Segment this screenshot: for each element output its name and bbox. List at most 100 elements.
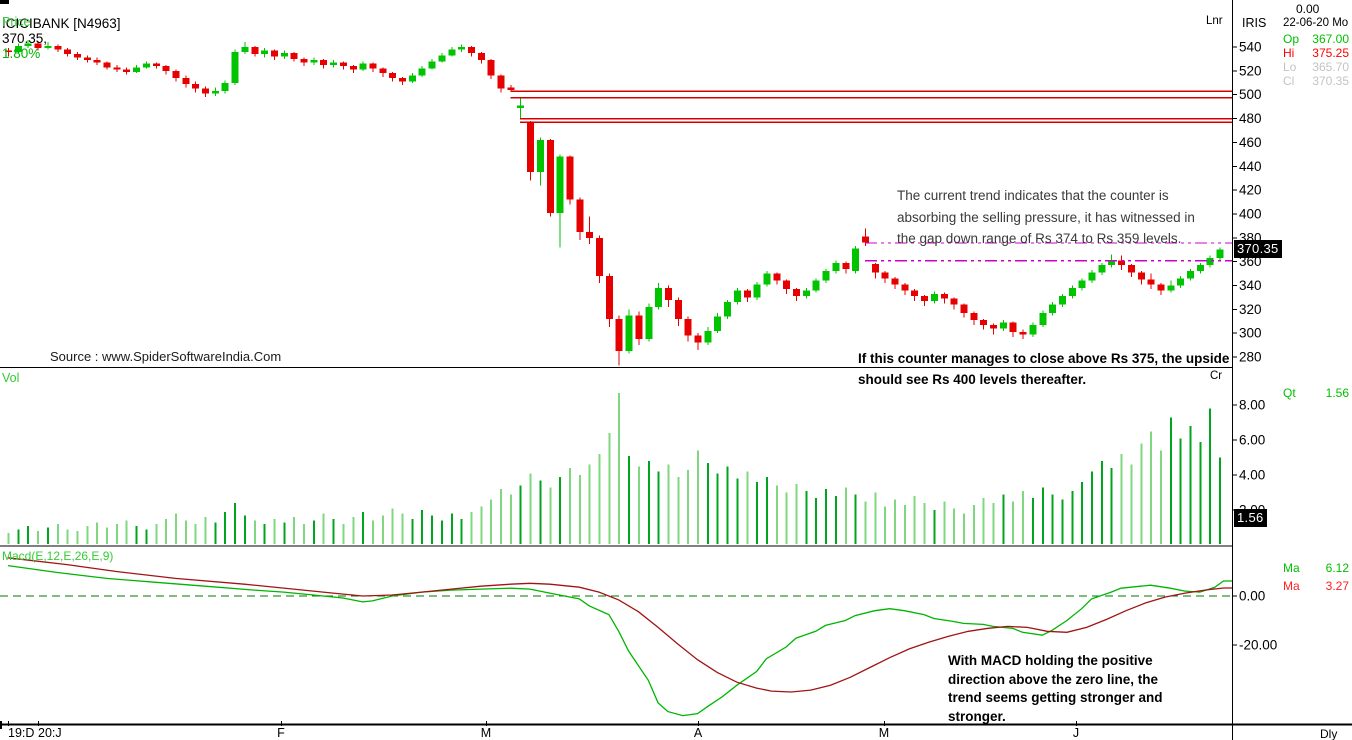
volume-bar: [500, 489, 502, 544]
candle-body: [261, 50, 269, 55]
price-axis-label: 500: [1239, 87, 1262, 102]
candle-body: [940, 293, 948, 299]
scale-type-label[interactable]: Lnr: [1206, 15, 1223, 27]
candle-body: [162, 66, 170, 71]
volume-bar: [115, 524, 118, 544]
candle-body: [1187, 271, 1194, 279]
macd-panel-label: Macd(E,12,E,26,E,9): [2, 549, 114, 563]
volume-bar: [194, 524, 197, 544]
volume-bar: [1199, 441, 1202, 544]
candle-body: [517, 105, 525, 108]
app-name-label: IRIS: [1242, 16, 1267, 30]
volume-bar: [46, 527, 49, 544]
candle-body: [635, 315, 643, 340]
candle-body: [1196, 265, 1204, 272]
candle-body: [310, 60, 318, 63]
price-axis-label: 460: [1239, 135, 1262, 150]
annotation-macd: With MACD holding the positive direction…: [948, 653, 1163, 724]
annotation-trend: The current trend indicates that the cou…: [897, 188, 1195, 246]
candle-body: [615, 318, 623, 352]
volume-bar: [480, 506, 483, 544]
volume-bar: [519, 485, 522, 544]
price-axis-label: 300: [1239, 326, 1262, 341]
volume-axis-label: 4.00: [1239, 468, 1265, 483]
periodicity-label[interactable]: Dly: [1320, 727, 1338, 740]
price-axis-label: 540: [1239, 40, 1262, 55]
high-label: Hi: [1283, 46, 1295, 60]
candle-body: [1009, 322, 1017, 333]
volume-bar: [1051, 494, 1054, 544]
volume-bar: [706, 462, 709, 544]
candle-body: [1108, 260, 1116, 266]
month-axis-label: M: [879, 726, 889, 740]
volume-bar: [1219, 457, 1222, 544]
volume-bar: [460, 518, 463, 544]
candle-body: [369, 63, 377, 69]
macd-ma-value: 6.12: [1325, 561, 1349, 575]
candle-body: [802, 290, 810, 297]
candle-body: [44, 45, 52, 49]
quote-row-open: Op 367.00: [1283, 32, 1349, 46]
candle-body: [1127, 265, 1135, 273]
volume-bar: [805, 490, 808, 544]
candle-body: [438, 55, 446, 62]
volume-bar: [283, 522, 286, 544]
volume-bar: [657, 471, 660, 544]
candle-body: [349, 66, 357, 70]
volume-bar: [1120, 454, 1123, 544]
volume-bar: [1002, 494, 1005, 544]
candle-body: [1137, 272, 1145, 280]
volume-bar: [529, 473, 532, 544]
candle-body: [408, 75, 416, 82]
volume-bar: [982, 497, 985, 544]
volume-bar: [352, 517, 355, 544]
candle-body: [901, 284, 909, 291]
candle-body: [842, 262, 850, 269]
candle-body: [832, 262, 840, 272]
volume-bar: [716, 473, 719, 544]
volume-bar: [76, 531, 79, 544]
volume-bar: [371, 520, 374, 544]
volume-bar: [342, 524, 345, 544]
volume-bar: [854, 494, 857, 544]
candle-body: [556, 156, 564, 213]
volume-bar: [736, 478, 739, 544]
low-label: Lo: [1283, 60, 1297, 74]
candle-body: [192, 83, 200, 89]
candle-body: [241, 47, 249, 52]
qt-value: 1.56: [1325, 386, 1349, 400]
volume-bar: [362, 511, 365, 544]
candle-body: [497, 75, 505, 89]
volume-bar: [145, 529, 148, 544]
volume-bar: [647, 461, 650, 544]
candle-body: [507, 87, 515, 90]
candle-body: [793, 289, 800, 297]
candle-body: [999, 322, 1007, 329]
candle-body: [330, 62, 338, 65]
qt-label: Qt: [1283, 386, 1296, 400]
macd-axis-label: 0.00: [1239, 589, 1265, 604]
volume-bar: [204, 517, 207, 544]
candle-body: [704, 330, 712, 343]
candle-body: [527, 122, 535, 173]
last-price-axis-marker: 370.35: [1234, 240, 1282, 258]
volume-bar: [391, 508, 394, 544]
macd-line: [7, 564, 1232, 717]
change-pct-label: 1.80%: [2, 46, 41, 61]
candle-body: [399, 78, 406, 82]
candle-body: [24, 43, 32, 46]
open-label: Op: [1283, 32, 1300, 46]
volume-bar: [293, 517, 296, 544]
candle-body: [300, 58, 308, 63]
candle-body: [123, 69, 131, 73]
volume-unit-label[interactable]: Cr: [1210, 370, 1223, 382]
volume-bar: [1189, 426, 1192, 544]
candle-body: [359, 63, 367, 70]
candle-body: [881, 272, 889, 279]
candle-body: [270, 50, 278, 57]
candle-body: [911, 290, 919, 297]
low-value: 365.70: [1312, 60, 1349, 74]
volume-bar: [411, 518, 414, 544]
volume-bar: [1130, 464, 1133, 544]
